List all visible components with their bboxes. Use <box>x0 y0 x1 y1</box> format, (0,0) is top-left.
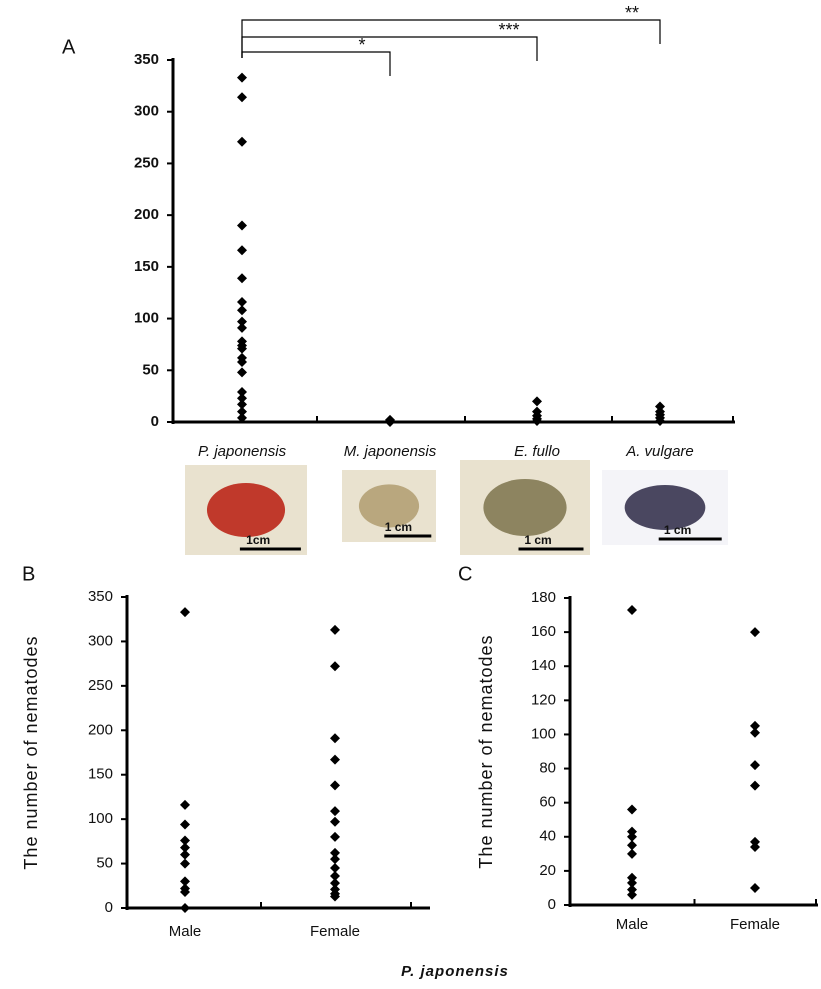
y-tick-label: 250 <box>88 677 113 694</box>
scale-label: 1cm <box>246 533 270 547</box>
point <box>237 367 247 377</box>
y-tick-label: 100 <box>88 810 113 827</box>
point <box>627 605 637 615</box>
y-tick-label: 120 <box>531 691 556 708</box>
point <box>180 903 190 913</box>
point <box>627 840 637 850</box>
point <box>750 842 760 852</box>
y-tick-label: 300 <box>88 632 113 649</box>
y-axis-label: The number of nematodes <box>476 634 496 868</box>
specimen-body <box>483 479 566 536</box>
y-tick-label: 150 <box>88 766 113 783</box>
panel-label: C <box>458 563 472 585</box>
significance-label: ** <box>625 3 639 23</box>
point <box>330 817 340 827</box>
category-label: A. vulgare <box>625 443 694 460</box>
point <box>750 883 760 893</box>
scale-label: 1 cm <box>664 523 691 537</box>
scale-label: 1 cm <box>524 533 551 547</box>
y-tick-label: 50 <box>142 361 159 378</box>
category-label: Male <box>616 916 649 933</box>
y-tick-label: 60 <box>539 794 556 811</box>
y-tick-label: 80 <box>539 760 556 777</box>
category-label: E. fullo <box>514 443 560 460</box>
point <box>627 832 637 842</box>
y-tick-label: 50 <box>96 855 113 872</box>
y-tick-label: 150 <box>134 258 159 275</box>
y-tick-label: 300 <box>134 103 159 120</box>
y-tick-label: 200 <box>134 206 159 223</box>
shared-x-label: P. japonensis <box>401 963 509 980</box>
point <box>237 220 247 230</box>
point <box>627 849 637 859</box>
point <box>237 245 247 255</box>
category-label: M. japonensis <box>344 443 437 460</box>
point <box>750 781 760 791</box>
category-label: Female <box>310 923 360 940</box>
point <box>180 850 190 860</box>
y-tick-label: 0 <box>105 899 113 916</box>
point <box>330 780 340 790</box>
point <box>750 728 760 738</box>
figure: P. japonensis A050100150200250300350P. j… <box>0 0 821 989</box>
panel-label: B <box>22 563 35 585</box>
y-tick-label: 100 <box>134 310 159 327</box>
point <box>180 800 190 810</box>
category-label: Female <box>730 916 780 933</box>
point <box>180 819 190 829</box>
point <box>750 627 760 637</box>
y-tick-label: 20 <box>539 862 556 879</box>
significance-label: *** <box>498 20 519 40</box>
point <box>627 804 637 814</box>
y-tick-label: 0 <box>151 413 159 430</box>
point <box>237 273 247 283</box>
point <box>330 755 340 765</box>
point <box>330 625 340 635</box>
y-tick-label: 250 <box>134 154 159 171</box>
point <box>330 832 340 842</box>
point <box>330 854 340 864</box>
point <box>532 396 542 406</box>
point <box>750 760 760 770</box>
panel-label: A <box>62 36 76 58</box>
point <box>237 323 247 333</box>
y-tick-label: 350 <box>88 588 113 605</box>
point <box>330 733 340 743</box>
significance-label: * <box>358 35 365 55</box>
point <box>180 859 190 869</box>
y-tick-label: 350 <box>134 51 159 68</box>
y-tick-label: 180 <box>531 589 556 606</box>
y-tick-label: 100 <box>531 725 556 742</box>
point <box>180 607 190 617</box>
y-tick-label: 160 <box>531 623 556 640</box>
scale-label: 1 cm <box>385 520 412 534</box>
y-tick-label: 40 <box>539 828 556 845</box>
point <box>627 890 637 900</box>
y-tick-label: 0 <box>548 896 556 913</box>
point <box>237 137 247 147</box>
point <box>237 92 247 102</box>
significance-bracket <box>242 52 390 76</box>
specimen-body <box>207 483 285 537</box>
point <box>237 73 247 83</box>
point <box>237 305 247 315</box>
y-tick-label: 200 <box>88 721 113 738</box>
y-tick-label: 140 <box>531 657 556 674</box>
y-axis-label: The number of nematodes <box>21 635 41 869</box>
category-label: Male <box>169 923 202 940</box>
point <box>330 661 340 671</box>
category-label: P. japonensis <box>198 443 287 460</box>
point <box>330 806 340 816</box>
